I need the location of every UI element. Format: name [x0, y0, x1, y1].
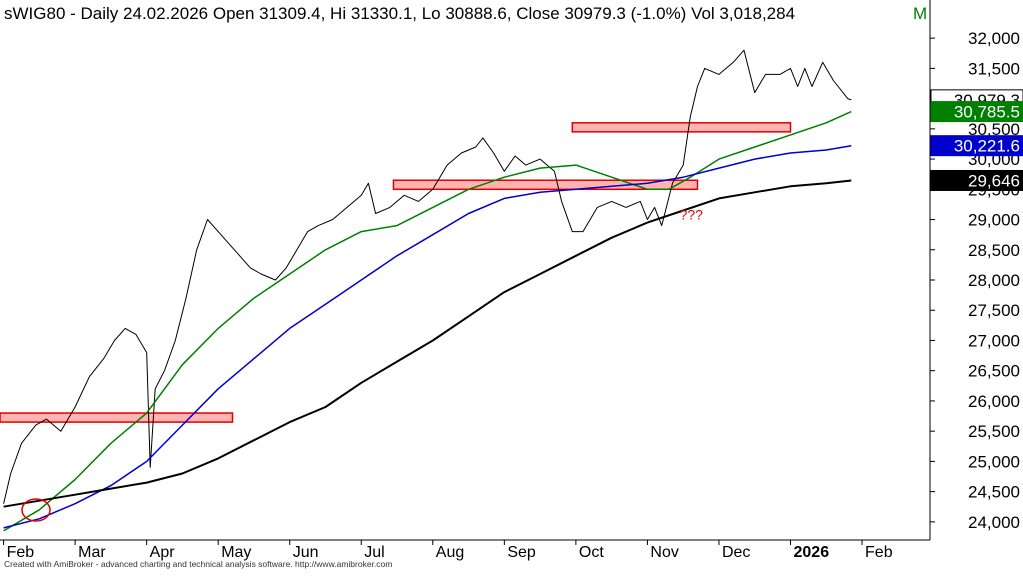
y-tick-label: 30,500	[968, 120, 1020, 139]
x-tick-label: 2026	[794, 544, 830, 561]
x-tick-label: Mar	[78, 544, 106, 561]
y-tick-label: 28,500	[968, 241, 1020, 260]
x-tick-label: Nov	[650, 544, 678, 561]
series-layer	[3, 49, 852, 532]
symbol: sWIG80	[4, 4, 65, 23]
annotations-layer: ???	[21, 207, 704, 522]
last-value-tag-ma_green	[930, 101, 1023, 123]
y-tick-label: 27,000	[968, 331, 1020, 350]
last-value-tag-ma_blue	[930, 135, 1023, 157]
zone-1	[392, 179, 699, 191]
y-tick-label: 26,500	[968, 362, 1020, 381]
last-value-tag-ma_black	[930, 169, 1023, 191]
x-tick-label: Feb	[7, 544, 35, 561]
y-tick-label: 31,500	[968, 59, 1020, 78]
last-value-labels: 30,979.330,785.530,221.629,646	[930, 89, 1023, 191]
last-value-label-ma_green: 30,785.5	[954, 103, 1020, 122]
x-tick-label: Jun	[293, 544, 319, 561]
x-tick-label: Aug	[436, 544, 464, 561]
series-ma_black	[3, 179, 852, 508]
header-info: - Daily 24.02.2026 Open 31309.4, Hi 3133…	[70, 4, 795, 23]
y-tick-label: 27,500	[968, 301, 1020, 320]
footer-credit: Created with AmiBroker - advanced charti…	[4, 559, 392, 569]
series-price	[3, 49, 852, 504]
question-marks: ???	[680, 207, 704, 223]
chart-header: sWIG80 - Daily 24.02.2026 Open 31309.4, …	[4, 4, 795, 23]
last-value-label-ma_blue: 30,221.6	[954, 137, 1020, 156]
y-tick-label: 29,000	[968, 211, 1020, 230]
x-tick-label: Jul	[364, 544, 384, 561]
x-axis: Feb Mar Apr May Jun Jul Aug Sep Oct Nov Dec 2026 Feb	[3, 540, 893, 561]
x-tick-label: Dec	[722, 544, 750, 561]
highlight-circle	[21, 498, 51, 522]
x-tick-label: Apr	[150, 544, 176, 561]
y-tick-label: 32,000	[968, 29, 1020, 48]
zone-0	[0, 412, 234, 423]
header-flag: M	[913, 4, 927, 23]
y-tick-label: 26,000	[968, 392, 1020, 411]
y-tick-label: 24,000	[968, 513, 1020, 532]
x-tick-label: Feb	[865, 544, 893, 561]
x-tick-label: Oct	[579, 544, 604, 561]
zone-2	[571, 122, 792, 133]
y-tick-label: 28,000	[968, 271, 1020, 290]
series-ma_blue	[3, 144, 852, 529]
y-tick-label: 25,500	[968, 422, 1020, 441]
y-tick-label: 25,000	[968, 452, 1020, 471]
series-ma_green	[3, 110, 852, 532]
x-tick-label: May	[221, 544, 251, 561]
last-value-label-ma_black: 29,646	[968, 171, 1020, 190]
y-tick-label: 24,500	[968, 483, 1020, 502]
support-resistance-zones	[0, 122, 792, 423]
x-tick-label: Sep	[507, 544, 536, 561]
